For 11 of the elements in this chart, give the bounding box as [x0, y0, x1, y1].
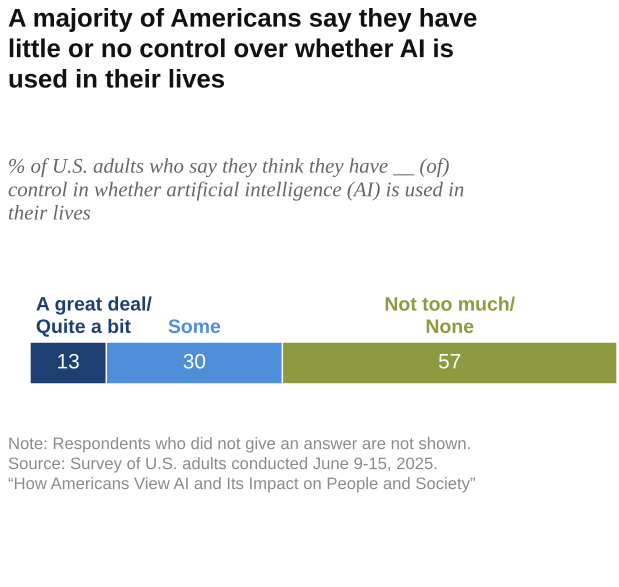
text: “How Americans View AI and Its Impact on People and Society” [8, 477, 475, 493]
chart-title: A majority of Americans say they have little or no control over whether AI is used in their lives [8, 8, 476, 88]
series-label: A great deal/ Quite a bit [36, 296, 152, 337]
data-label: 57 [438, 354, 460, 369]
source-note: Source: Survey of U.S. adults conducted June 9-15, 2025. [8, 457, 436, 473]
data-label: 30 [184, 354, 206, 369]
data-label: 13 [58, 354, 79, 369]
text: Note: Respondents who did not give an answer are not shown. [9, 437, 470, 453]
series-label: Not too much/ None [386, 296, 515, 334]
chart-subtitle: % of U.S. adults who say they think they have __ (of) control in whether artificial intelligence (AI) is used in their lives [8, 158, 464, 220]
series-label: Some [168, 319, 220, 334]
